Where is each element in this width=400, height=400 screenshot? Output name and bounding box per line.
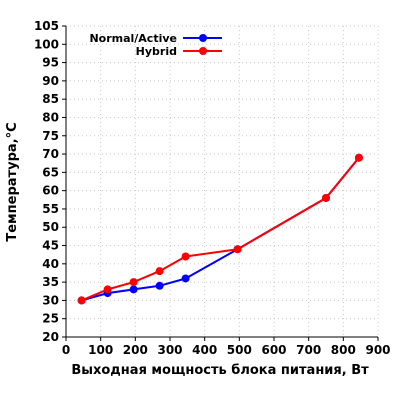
data-point bbox=[181, 274, 190, 283]
x-tick-label: 900 bbox=[365, 343, 390, 357]
data-point bbox=[354, 153, 363, 162]
y-tick-label: 35 bbox=[42, 275, 59, 289]
data-point bbox=[129, 278, 138, 287]
data-point bbox=[181, 252, 190, 261]
series-1 bbox=[77, 153, 363, 305]
x-tick-label: 500 bbox=[227, 343, 252, 357]
legend-label: Normal/Active bbox=[89, 32, 177, 45]
y-tick-label: 65 bbox=[42, 165, 59, 179]
legend-entry: Hybrid bbox=[136, 45, 222, 58]
y-axis-ticks: 20 25 30 35 40 45 50 55 60 65 70 75 80 85 90 95 100 105 bbox=[34, 19, 66, 344]
y-tick-label: 100 bbox=[34, 37, 59, 51]
y-tick-label: 60 bbox=[42, 184, 59, 198]
y-tick-label: 75 bbox=[42, 129, 59, 143]
x-tick-label: 400 bbox=[192, 343, 217, 357]
y-tick-label: 55 bbox=[42, 202, 59, 216]
grid bbox=[66, 25, 379, 337]
y-tick-label: 50 bbox=[42, 220, 59, 234]
data-point bbox=[322, 193, 330, 202]
data-point bbox=[155, 267, 164, 276]
legend-marker bbox=[199, 34, 207, 42]
x-axis-title: Выходная мощность блока питания, Вт bbox=[71, 363, 369, 378]
series-0 bbox=[77, 153, 363, 305]
x-tick-label: 700 bbox=[296, 343, 321, 357]
legend-entry: Normal/Active bbox=[89, 32, 222, 45]
series bbox=[77, 153, 363, 305]
y-tick-label: 90 bbox=[42, 74, 59, 88]
y-tick-label: 25 bbox=[42, 312, 59, 326]
y-tick-label: 70 bbox=[42, 147, 59, 161]
axes bbox=[65, 26, 378, 338]
y-tick-label: 45 bbox=[42, 239, 59, 253]
data-point bbox=[129, 285, 138, 294]
y-tick-label: 105 bbox=[34, 19, 59, 33]
legend-marker bbox=[199, 47, 207, 55]
y-tick-label: 85 bbox=[42, 92, 59, 106]
data-point bbox=[77, 296, 86, 305]
y-tick-label: 95 bbox=[42, 56, 59, 70]
data-point bbox=[103, 285, 112, 294]
series-line bbox=[81, 157, 360, 302]
y-tick-label: 80 bbox=[42, 110, 59, 124]
series-line bbox=[81, 157, 360, 302]
x-tick-label: 100 bbox=[88, 343, 113, 357]
y-axis-title: Температура,°C bbox=[5, 122, 20, 241]
data-point bbox=[233, 245, 242, 254]
y-tick-label: 20 bbox=[42, 330, 59, 344]
x-tick-label: 300 bbox=[157, 343, 182, 357]
y-tick-label: 30 bbox=[42, 293, 59, 307]
y-tick-label: 40 bbox=[42, 257, 59, 271]
x-tick-label: 800 bbox=[331, 343, 356, 357]
x-tick-label: 0 bbox=[62, 343, 70, 357]
legend-label: Hybrid bbox=[136, 45, 177, 58]
x-axis-ticks: 0 100 200 300 400 500 600 700 800 900 bbox=[62, 337, 391, 357]
x-tick-label: 200 bbox=[123, 343, 148, 357]
x-tick-label: 600 bbox=[261, 343, 286, 357]
data-point bbox=[155, 281, 164, 290]
